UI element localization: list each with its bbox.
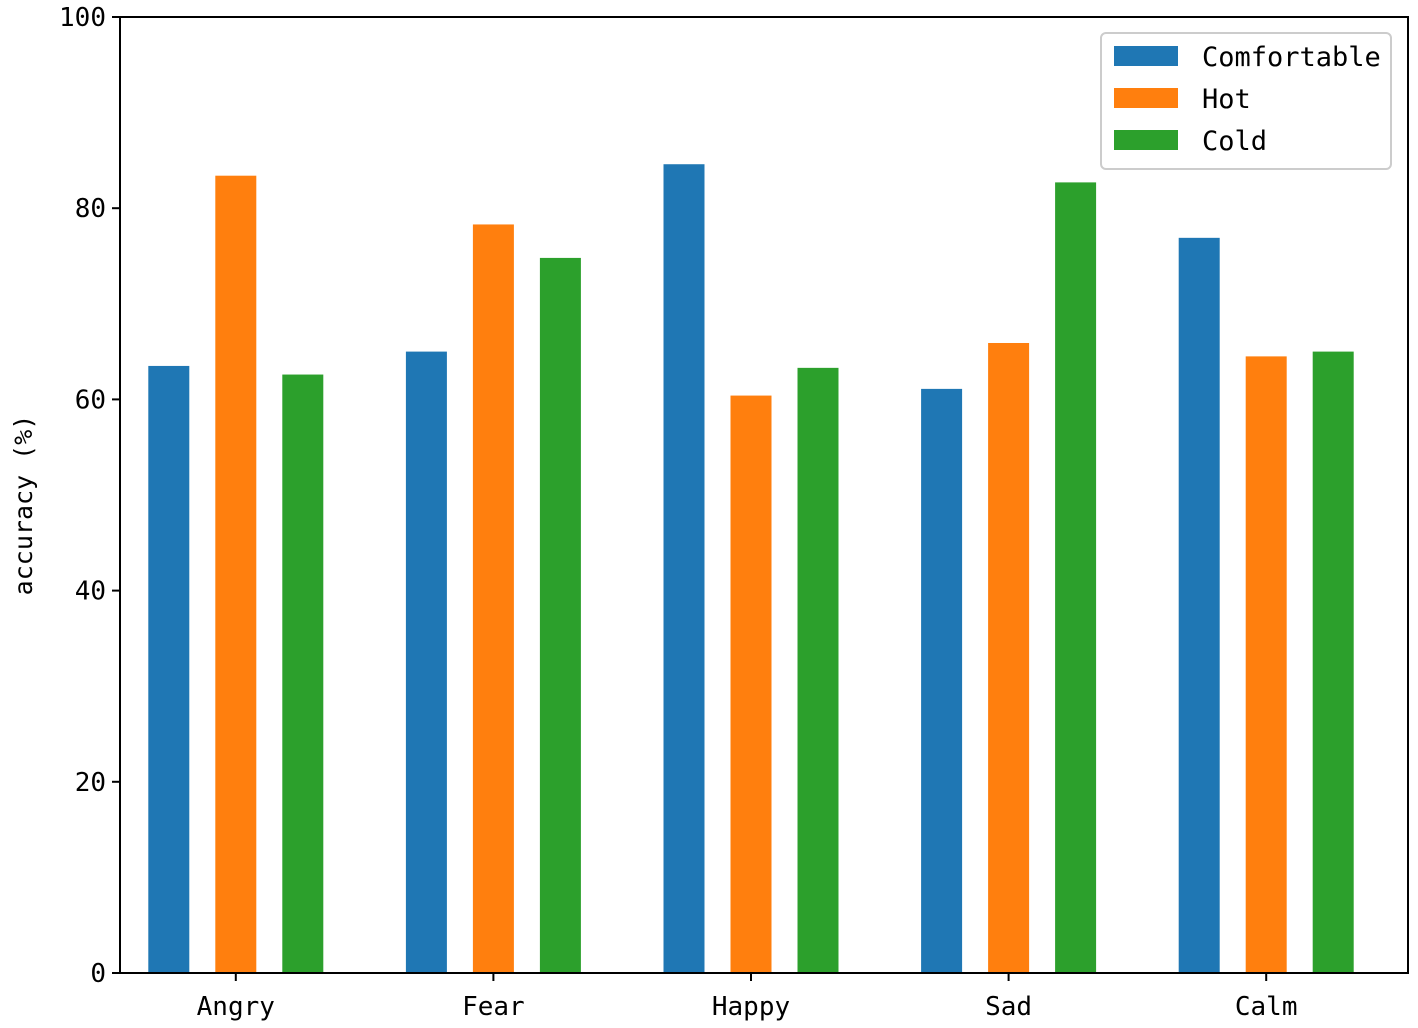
y-tick-label: 0 [90, 959, 106, 989]
legend-swatch-cold [1114, 130, 1178, 150]
y-axis: 0 20 40 60 80 100 [59, 3, 120, 989]
legend-swatch-comfortable [1114, 46, 1178, 66]
x-tick-label: Angry [197, 992, 275, 1022]
y-tick-label: 20 [75, 768, 106, 798]
y-tick-label: 100 [59, 3, 106, 33]
plot-frame [119, 16, 1409, 974]
x-tick-label: Fear [462, 992, 525, 1022]
bar-sad-hot [988, 342, 1030, 974]
x-axis: Angry Fear Happy Sad Calm [197, 973, 1298, 1022]
bar-sad-cold [1055, 182, 1097, 973]
x-tick-label: Calm [1235, 992, 1298, 1022]
bar-fear-comfortable [405, 351, 447, 974]
legend-label-comfortable: Comfortable [1202, 42, 1381, 73]
bar-fear-cold [539, 257, 581, 973]
bar-angry-hot [215, 175, 257, 974]
legend-swatch-hot [1114, 88, 1178, 108]
bar-calm-cold [1312, 351, 1354, 974]
y-axis-label: accuracy (%) [9, 415, 38, 596]
y-tick-label: 60 [75, 385, 106, 415]
bar-happy-comfortable [663, 164, 705, 973]
x-tick-label: Happy [712, 992, 790, 1022]
legend-label-cold: Cold [1202, 126, 1267, 157]
y-tick-label: 80 [75, 194, 106, 224]
bar-calm-hot [1245, 356, 1287, 973]
bar-happy-hot [730, 395, 772, 973]
x-tick-label: Sad [985, 992, 1032, 1022]
bars-group [148, 164, 1354, 974]
bar-sad-comfortable [921, 388, 963, 973]
bar-angry-comfortable [148, 365, 190, 973]
bar-fear-hot [472, 224, 514, 973]
y-tick-label: 40 [75, 577, 106, 607]
bar-angry-cold [282, 374, 324, 973]
bar-happy-cold [797, 367, 839, 973]
legend-label-hot: Hot [1202, 84, 1251, 115]
legend: Comfortable Hot Cold [1100, 32, 1392, 170]
bar-calm-comfortable [1178, 237, 1220, 973]
